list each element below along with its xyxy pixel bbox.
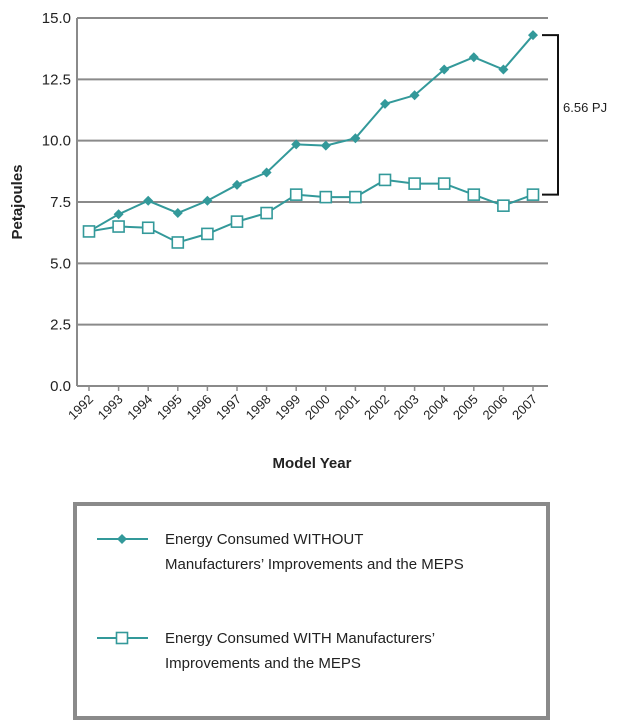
x-tick-label: 2004 <box>420 392 451 423</box>
data-point <box>349 190 362 204</box>
data-point <box>437 177 451 190</box>
x-tick-label: 2006 <box>479 392 510 423</box>
x-tick-label: 1997 <box>213 392 244 423</box>
data-point <box>409 90 420 101</box>
legend-label: Energy Consumed WITHOUT Manufacturers’ I… <box>165 531 464 573</box>
x-tick-label: 1993 <box>95 392 126 423</box>
bracket <box>542 34 559 196</box>
x-tick-label: 1992 <box>65 392 96 423</box>
x-tick-label: 2005 <box>450 392 481 423</box>
data-point <box>289 188 303 201</box>
data-point <box>141 221 155 235</box>
data-point <box>261 167 272 178</box>
x-tick-label: 2001 <box>331 392 362 423</box>
y-tick-label: 7.5 <box>50 194 71 211</box>
x-tick-label: 2003 <box>391 392 422 423</box>
data-point <box>380 98 390 109</box>
x-tick-label: 2007 <box>509 392 540 423</box>
y-tick-label: 5.0 <box>50 255 71 272</box>
series-line <box>88 34 534 233</box>
legend-marker <box>115 631 129 645</box>
data-point <box>113 209 124 220</box>
x-tick-label: 1994 <box>124 392 155 423</box>
data-point <box>171 236 185 249</box>
x-tick-label: 1999 <box>272 392 303 423</box>
x-tick-label: 1996 <box>183 392 214 423</box>
data-point <box>468 52 479 63</box>
series-line <box>88 178 534 244</box>
data-point <box>112 220 125 233</box>
data-point <box>439 64 450 75</box>
x-tick-label: 2000 <box>302 392 333 423</box>
x-tick-label: 1995 <box>154 392 185 423</box>
data-point <box>172 208 183 219</box>
y-axis-label: Petajoules <box>9 164 26 239</box>
data-point <box>82 225 96 238</box>
y-tick-label: 15.0 <box>42 10 71 27</box>
y-tick-label: 12.5 <box>42 71 71 88</box>
data-point <box>202 195 213 206</box>
data-point <box>497 199 510 212</box>
data-point <box>260 206 273 220</box>
legend-label: Energy Consumed WITH Manufacturers’ Impr… <box>165 630 435 672</box>
legend-box <box>73 502 550 720</box>
y-tick-label: 10.0 <box>42 133 71 150</box>
data-point <box>467 188 481 201</box>
legend-marker <box>117 534 127 544</box>
x-axis-label: Model Year <box>273 455 352 472</box>
x-tick-label: 2002 <box>361 392 392 423</box>
data-point <box>230 215 244 228</box>
y-tick-label: 0.0 <box>50 378 71 395</box>
data-point <box>143 195 154 206</box>
data-point <box>378 173 392 187</box>
data-point <box>320 140 331 151</box>
data-point <box>201 227 214 241</box>
data-point <box>408 177 421 190</box>
x-tick-label: 1998 <box>243 392 274 423</box>
data-point <box>232 179 242 190</box>
data-point <box>350 133 361 144</box>
data-point <box>498 64 509 75</box>
data-point <box>528 30 538 41</box>
y-tick-label: 2.5 <box>50 317 71 334</box>
data-point <box>319 190 333 204</box>
data-point <box>291 139 302 150</box>
annotation: 6.56 PJ <box>563 100 607 115</box>
data-point <box>526 188 540 201</box>
